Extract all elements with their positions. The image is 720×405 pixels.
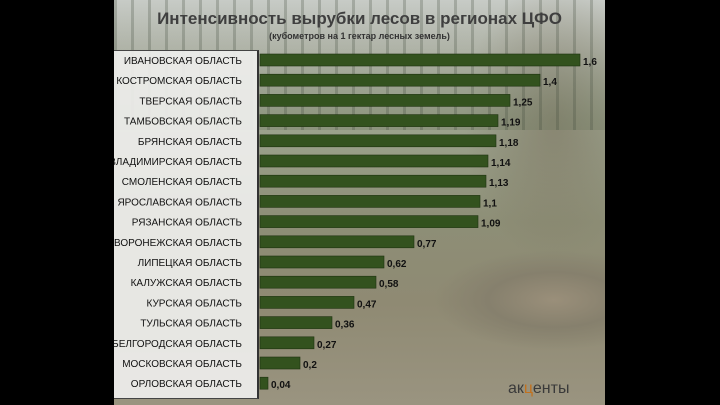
category-label: ВОРОНЕЖСКАЯ ОБЛАСТЬ	[114, 238, 242, 249]
bar	[259, 336, 315, 350]
category-label: СМОЛЕНСКАЯ ОБЛАСТЬ	[122, 177, 243, 188]
value-label: 0,2	[303, 360, 317, 371]
chart-title: Интенсивность вырубки лесов в регионах Ц…	[157, 9, 562, 28]
value-label: 1,09	[481, 219, 501, 230]
value-label: 1,19	[501, 118, 521, 129]
category-label: ТУЛЬСКАЯ ОБЛАСТЬ	[140, 319, 242, 330]
bar	[259, 114, 499, 127]
category-label: ВЛАДИМИРСКАЯ ОБЛАСТЬ	[114, 157, 242, 168]
value-label: 1,1	[483, 198, 497, 209]
bar	[259, 215, 479, 228]
value-label: 1,13	[489, 178, 509, 189]
category-label: ИВАНОВСКАЯ ОБЛАСТЬ	[124, 56, 243, 67]
value-label: 0,62	[387, 259, 407, 270]
category-label: КУРСКАЯ ОБЛАСТЬ	[147, 298, 243, 309]
akcenty-logo: акценты	[508, 380, 569, 398]
bar	[259, 316, 333, 329]
category-label: ОРЛОВСКАЯ ОБЛАСТЬ	[131, 379, 243, 390]
value-label: 1,6	[583, 57, 597, 68]
value-label: 1,14	[491, 158, 511, 169]
category-label: ТВЕРСКАЯ ОБЛАСТЬ	[139, 96, 242, 107]
category-labels-panel	[114, 50, 259, 399]
category-label: ЯРОСЛАВСКАЯ ОБЛАСТЬ	[117, 197, 242, 208]
chart-subtitle: (кубометров на 1 гектар лесных земель)	[269, 31, 450, 41]
bar	[259, 73, 541, 87]
value-label: 1,18	[499, 138, 519, 149]
category-label: ТАМБОВСКАЯ ОБЛАСТЬ	[124, 117, 242, 128]
value-label: 1,4	[543, 77, 557, 88]
bar	[259, 356, 301, 370]
logo-mark: ц	[523, 380, 533, 397]
bar	[259, 53, 581, 67]
value-label: 1,25	[513, 97, 533, 108]
bar-chart: ИВАНОВСКАЯ ОБЛАСТЬ 1,6 КОСТРОМСКАЯ ОБЛАСТЬ…	[114, 53, 597, 391]
bar	[259, 195, 481, 208]
bar	[259, 154, 489, 168]
logo-text-start: ак	[508, 380, 524, 397]
category-label: РЯЗАНСКАЯ ОБЛАСТЬ	[132, 218, 243, 229]
category-label: КАЛУЖСКАЯ ОБЛАСТЬ	[131, 278, 243, 289]
bar	[259, 94, 511, 107]
value-label: 0,36	[335, 320, 355, 331]
bar	[259, 275, 377, 289]
value-label: 0,58	[379, 279, 399, 290]
category-label: МОСКОВСКАЯ ОБЛАСТЬ	[122, 359, 242, 370]
bar	[259, 296, 355, 309]
value-label: 0,27	[317, 340, 337, 351]
category-label: КОСТРОМСКАЯ ОБЛАСТЬ	[116, 76, 242, 87]
logo-text-end: енты	[532, 380, 570, 397]
bar	[259, 174, 487, 188]
bar	[259, 255, 385, 269]
bar	[259, 134, 497, 148]
category-label: БРЯНСКАЯ ОБЛАСТЬ	[138, 137, 243, 148]
bar	[259, 235, 415, 249]
category-label: БЕЛГОРОДСКАЯ ОБЛАСТЬ	[114, 339, 242, 350]
category-label: ЛИПЕЦКАЯ ОБЛАСТЬ	[138, 258, 243, 269]
value-label: 0,04	[271, 380, 291, 391]
value-label: 0,77	[417, 239, 437, 250]
slide: Интенсивность вырубки лесов в регионах Ц…	[114, 0, 605, 405]
bar	[259, 376, 269, 390]
value-label: 0,47	[357, 299, 377, 310]
